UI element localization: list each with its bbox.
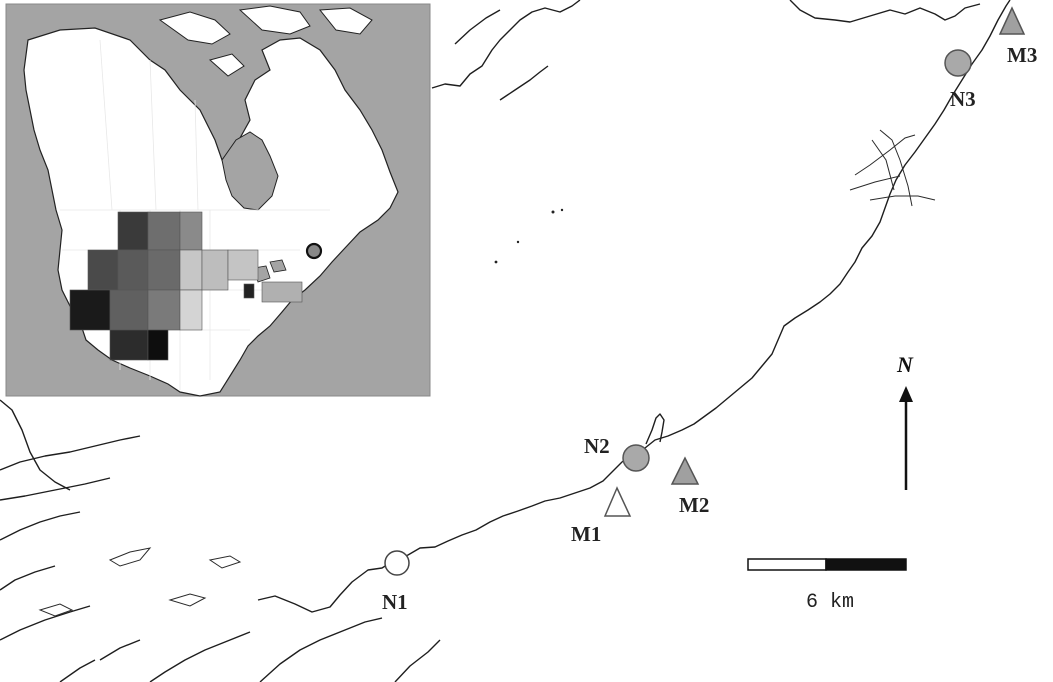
coastline-north-east xyxy=(789,0,981,23)
site-m2-label: M2 xyxy=(679,493,709,517)
site-m1-marker xyxy=(603,486,632,517)
site-n3-marker xyxy=(944,49,972,77)
site-m2-marker xyxy=(670,456,700,485)
site-n3-label: N3 xyxy=(950,87,976,111)
site-m1-label: M1 xyxy=(571,522,601,546)
inset-hudson-bay xyxy=(221,131,279,211)
north-arrow-label: N xyxy=(896,352,914,377)
site-n2-marker xyxy=(622,444,650,472)
site-markers: N1 N2 N3 M1 M2 M3 xyxy=(382,6,1037,614)
coastline-north-shore xyxy=(431,0,581,101)
coastline-southwest xyxy=(0,399,141,641)
north-arrow: N xyxy=(896,352,914,490)
coastline-peninsula xyxy=(645,413,665,445)
north-arrow-head xyxy=(899,386,913,402)
scale-bar: 6 km xyxy=(747,558,907,614)
site-n1-marker xyxy=(384,550,410,576)
scale-bar-black-segment xyxy=(825,558,907,571)
island xyxy=(551,210,555,214)
coastline-inlet xyxy=(871,129,913,207)
inset-arctic-islands xyxy=(158,5,373,77)
island xyxy=(560,208,564,212)
scale-bar-white-segment xyxy=(747,558,827,571)
coastline-bottom xyxy=(59,617,441,682)
island xyxy=(494,260,498,264)
coastline-islands-sw xyxy=(38,547,242,617)
site-n1-label: N1 xyxy=(382,590,408,614)
coastline-bay xyxy=(849,134,936,201)
inset-map xyxy=(5,3,431,397)
coastline-main xyxy=(257,0,1011,613)
site-m3-label: M3 xyxy=(1007,43,1037,67)
inset-range-states xyxy=(69,211,303,361)
site-n2-label: N2 xyxy=(584,434,610,458)
inset-study-location-marker xyxy=(305,242,323,260)
island xyxy=(516,240,520,244)
site-m3-marker xyxy=(998,6,1026,35)
scale-bar-label: 6 km xyxy=(806,591,854,614)
main-coastlines xyxy=(0,0,1011,682)
